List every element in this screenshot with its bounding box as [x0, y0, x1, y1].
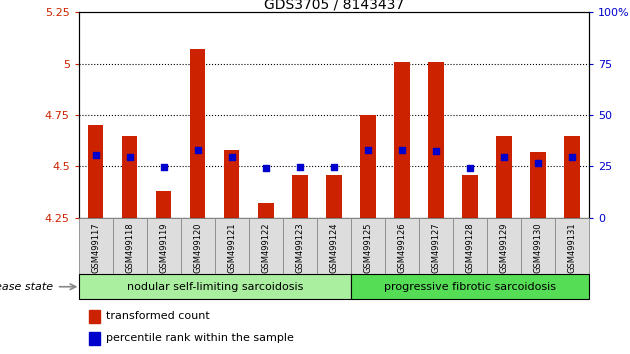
Bar [89, 332, 100, 345]
Bar [326, 175, 341, 218]
Bar [360, 115, 375, 218]
Text: GSM499127: GSM499127 [432, 222, 440, 273]
Text: GSM499122: GSM499122 [261, 222, 270, 273]
Bar [496, 136, 512, 218]
Bar [419, 218, 453, 274]
Text: nodular self-limiting sarcoidosis: nodular self-limiting sarcoidosis [127, 282, 303, 292]
Point [533, 160, 543, 166]
Bar [317, 218, 351, 274]
Point [227, 154, 237, 159]
Bar [147, 218, 181, 274]
Bar [385, 218, 419, 274]
Text: percentile rank within the sample: percentile rank within the sample [106, 333, 294, 343]
Text: GSM499130: GSM499130 [534, 222, 542, 273]
Point [125, 154, 135, 159]
Bar [156, 191, 171, 218]
Title: GDS3705 / 8143437: GDS3705 / 8143437 [264, 0, 404, 11]
Point [261, 165, 271, 171]
Text: GSM499129: GSM499129 [500, 222, 508, 273]
Bar [88, 125, 103, 218]
Text: GSM499131: GSM499131 [568, 222, 576, 273]
Text: GSM499128: GSM499128 [466, 222, 474, 273]
Text: GSM499123: GSM499123 [295, 222, 304, 273]
Bar [181, 218, 215, 274]
Bar [190, 49, 205, 218]
Bar [351, 218, 385, 274]
Bar [258, 203, 273, 218]
Text: GSM499118: GSM499118 [125, 222, 134, 273]
Point [91, 152, 101, 158]
Point [499, 154, 509, 159]
Point [567, 154, 577, 159]
Point [193, 147, 203, 152]
Bar [487, 218, 521, 274]
Bar [564, 136, 580, 218]
Bar [428, 62, 444, 218]
Text: disease state: disease state [0, 282, 54, 292]
Point [397, 147, 407, 152]
Bar [224, 150, 239, 218]
Text: GSM499125: GSM499125 [364, 222, 372, 273]
Text: GSM499124: GSM499124 [329, 222, 338, 273]
Bar [249, 218, 283, 274]
Point [363, 147, 373, 152]
Bar [394, 62, 410, 218]
Bar [79, 218, 113, 274]
Point [159, 164, 169, 170]
Bar [555, 218, 589, 274]
Bar [122, 136, 137, 218]
Bar [215, 218, 249, 274]
Text: GSM499121: GSM499121 [227, 222, 236, 273]
Text: GSM499120: GSM499120 [193, 222, 202, 273]
Bar [283, 218, 317, 274]
Text: transformed count: transformed count [106, 312, 210, 321]
Point [465, 165, 475, 171]
Bar [462, 175, 478, 218]
Point [295, 164, 305, 170]
Bar [521, 218, 555, 274]
Point [431, 148, 441, 154]
Text: GSM499117: GSM499117 [91, 222, 100, 273]
Bar [530, 152, 546, 218]
Bar [351, 274, 589, 299]
Text: GSM499126: GSM499126 [398, 222, 406, 273]
Bar [79, 274, 351, 299]
Bar [453, 218, 487, 274]
Bar [89, 310, 100, 323]
Point [329, 164, 339, 170]
Text: progressive fibrotic sarcoidosis: progressive fibrotic sarcoidosis [384, 282, 556, 292]
Bar [292, 175, 307, 218]
Text: GSM499119: GSM499119 [159, 222, 168, 273]
Bar [113, 218, 147, 274]
